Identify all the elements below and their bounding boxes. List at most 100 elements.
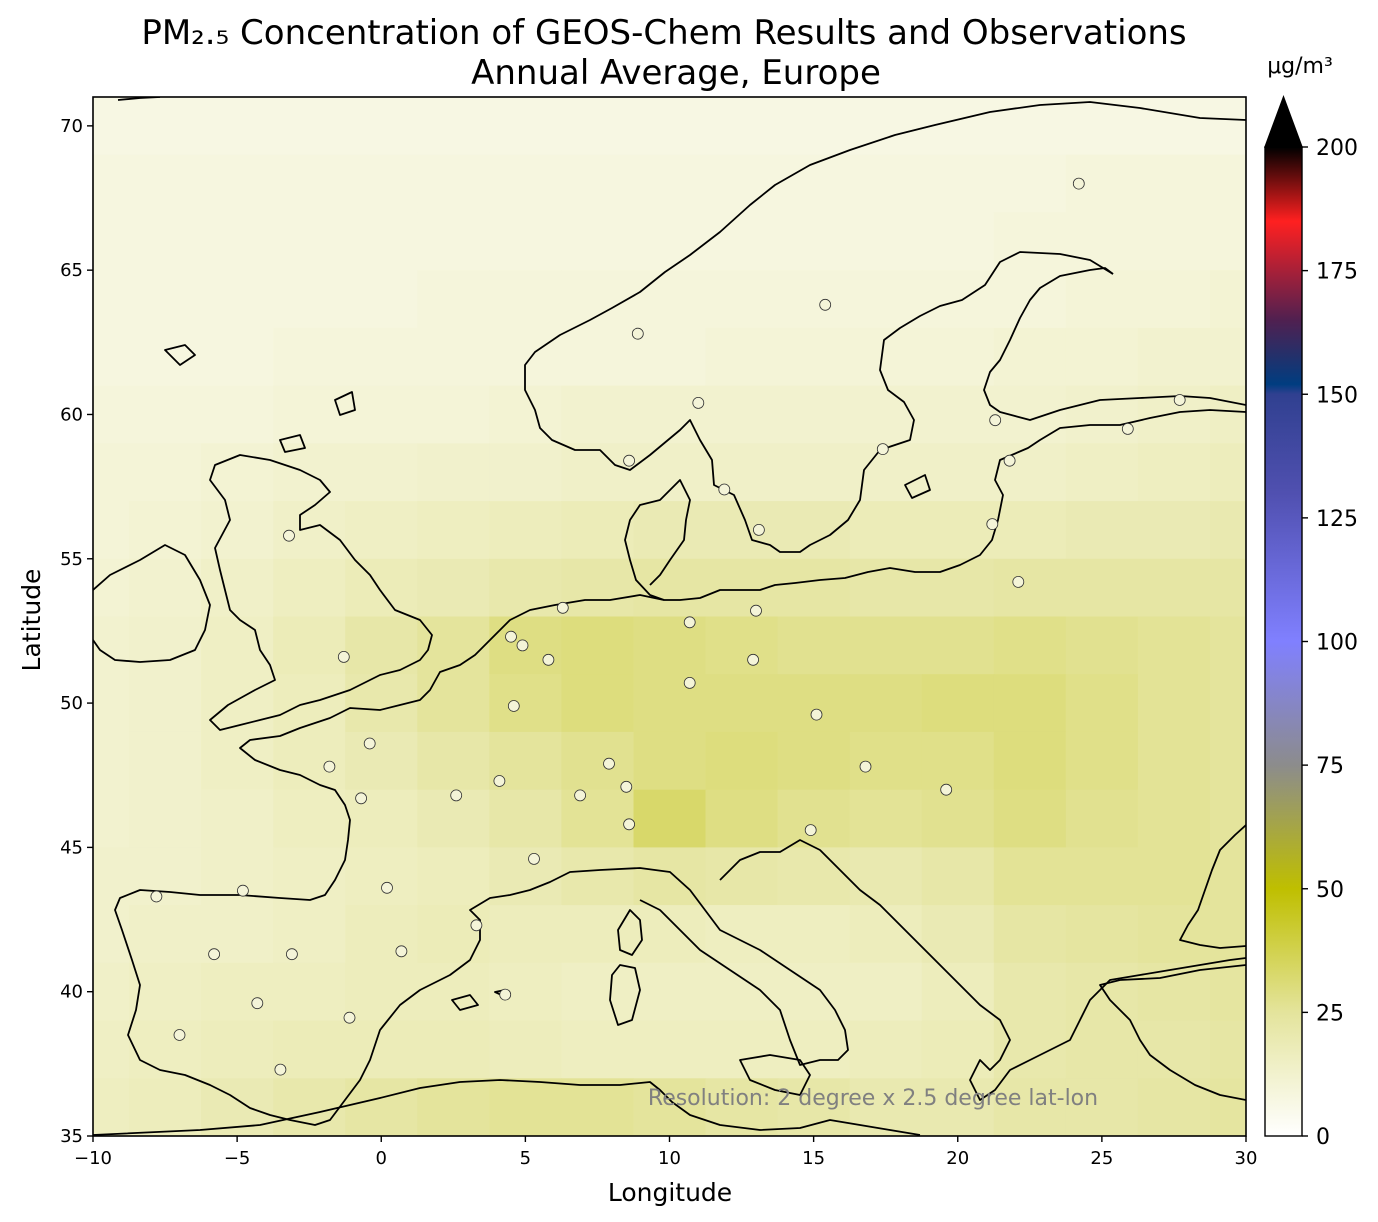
heatmap-cell	[273, 212, 346, 271]
observation-site-marker	[274, 1063, 287, 1076]
heatmap-cell	[561, 674, 635, 733]
heatmap-cell	[921, 212, 995, 271]
heatmap-cell	[561, 385, 635, 444]
heatmap-cell	[93, 270, 130, 329]
heatmap-cell	[849, 212, 923, 271]
heatmap-cell	[345, 962, 418, 1022]
heatmap-cell	[993, 327, 1067, 387]
observation-site-marker	[283, 529, 295, 542]
heatmap-cell	[633, 1020, 707, 1079]
observation-site-marker	[507, 700, 520, 712]
heatmap-cell	[93, 385, 130, 444]
heatmap-cell	[345, 1078, 418, 1136]
heatmap-cell	[1137, 270, 1211, 329]
heatmap-cell	[273, 97, 346, 156]
y-tick-label: 45	[60, 837, 83, 858]
heatmap-cell	[849, 1078, 923, 1136]
heatmap-cell	[561, 501, 635, 560]
heatmap-cell	[489, 270, 562, 329]
observation-site-marker	[285, 948, 298, 961]
chart-title-line1: PM₂.₅ Concentration of GEOS-Chem Results…	[141, 13, 1186, 53]
heatmap-cell	[1210, 616, 1246, 675]
observation-site-marker	[493, 775, 506, 787]
heatmap-cell	[705, 674, 779, 733]
heatmap-cell	[417, 97, 490, 156]
heatmap-cell	[345, 270, 418, 329]
heatmap-cell	[345, 443, 418, 502]
heatmap-cell	[1137, 962, 1211, 1022]
heatmap-cell	[345, 97, 418, 156]
heatmap-cell	[273, 501, 346, 560]
colorbar-unit-label: μg/m³	[1267, 54, 1333, 79]
x-tick-label: 25	[1090, 1148, 1113, 1169]
observation-site-marker	[1012, 576, 1025, 588]
heatmap-cell	[417, 558, 490, 618]
heatmap-cell	[129, 674, 202, 733]
heatmap-cell	[1065, 501, 1139, 560]
colorbar-tick-label: 75	[1316, 754, 1344, 779]
heatmap-cell	[993, 731, 1067, 791]
heatmap-cell	[1065, 616, 1139, 675]
x-tick-label: 15	[802, 1148, 825, 1169]
heatmap-cell	[129, 905, 202, 964]
heatmap-cell	[489, 1020, 562, 1079]
observation-site-marker	[395, 945, 408, 958]
heatmap-cell	[345, 327, 418, 387]
heatmap-cell	[705, 97, 779, 156]
heatmap-cell	[633, 385, 707, 444]
heatmap-cell	[1065, 731, 1139, 791]
heatmap-cell	[129, 154, 202, 213]
heatmap-cell	[93, 731, 130, 791]
observation-site-marker	[381, 881, 393, 894]
heatmap-cell	[777, 558, 851, 618]
heatmap-cell	[777, 501, 851, 560]
heatmap-cell	[201, 212, 274, 271]
heatmap-cell	[1210, 905, 1246, 964]
heatmap-cell	[201, 327, 274, 387]
heatmap-cell	[777, 616, 851, 675]
heatmap-cell	[489, 501, 562, 560]
heatmap-cell	[129, 616, 202, 675]
heatmap-cell	[417, 905, 490, 964]
heatmap-cell	[345, 905, 418, 964]
heatmap-cell	[993, 847, 1067, 906]
observation-site-marker	[859, 760, 872, 773]
observation-sites	[150, 177, 1186, 1076]
observation-site-marker	[574, 789, 586, 802]
coastline-corsica-sardinia	[609, 909, 643, 1026]
heatmap-cell	[921, 558, 995, 618]
heatmap-cell	[129, 558, 202, 618]
x-tick-label: 20	[946, 1148, 969, 1169]
heatmap-cell	[489, 97, 562, 156]
heatmap-cell	[417, 327, 490, 387]
heatmap-cell	[273, 327, 346, 387]
heatmap-cell	[777, 270, 851, 329]
heatmap-cell	[1137, 97, 1211, 156]
heatmap-cell	[273, 847, 346, 906]
heatmap-cell	[705, 443, 779, 502]
chart-title-line2: Annual Average, Europe	[471, 53, 881, 93]
heatmap-cell	[1065, 270, 1139, 329]
heatmap-cell	[705, 962, 779, 1022]
heatmap-cell	[1137, 1020, 1211, 1079]
heatmap-cell	[93, 443, 130, 502]
heatmap-cell	[201, 385, 274, 444]
heatmap-cell	[417, 1078, 490, 1136]
colorbar-tick-label: 25	[1316, 1001, 1344, 1026]
heatmap-cell	[705, 789, 779, 848]
heatmap-cell	[273, 616, 346, 675]
heatmap-cell	[129, 443, 202, 502]
heatmap-cell	[993, 558, 1067, 618]
observation-site-marker	[753, 524, 765, 536]
observation-site-marker	[499, 988, 512, 1001]
heatmap-cell	[129, 1136, 202, 1194]
heatmap-cell	[93, 789, 130, 848]
heatmap-cell	[849, 558, 923, 618]
observation-site-marker	[251, 997, 264, 1010]
colorbar-tick-label: 125	[1316, 507, 1358, 532]
heatmap-cell	[1210, 674, 1246, 733]
heatmap-cell	[705, 847, 779, 906]
heatmap-cell	[777, 1078, 851, 1136]
heatmap-cell	[417, 385, 490, 444]
heatmap-cell	[921, 501, 995, 560]
